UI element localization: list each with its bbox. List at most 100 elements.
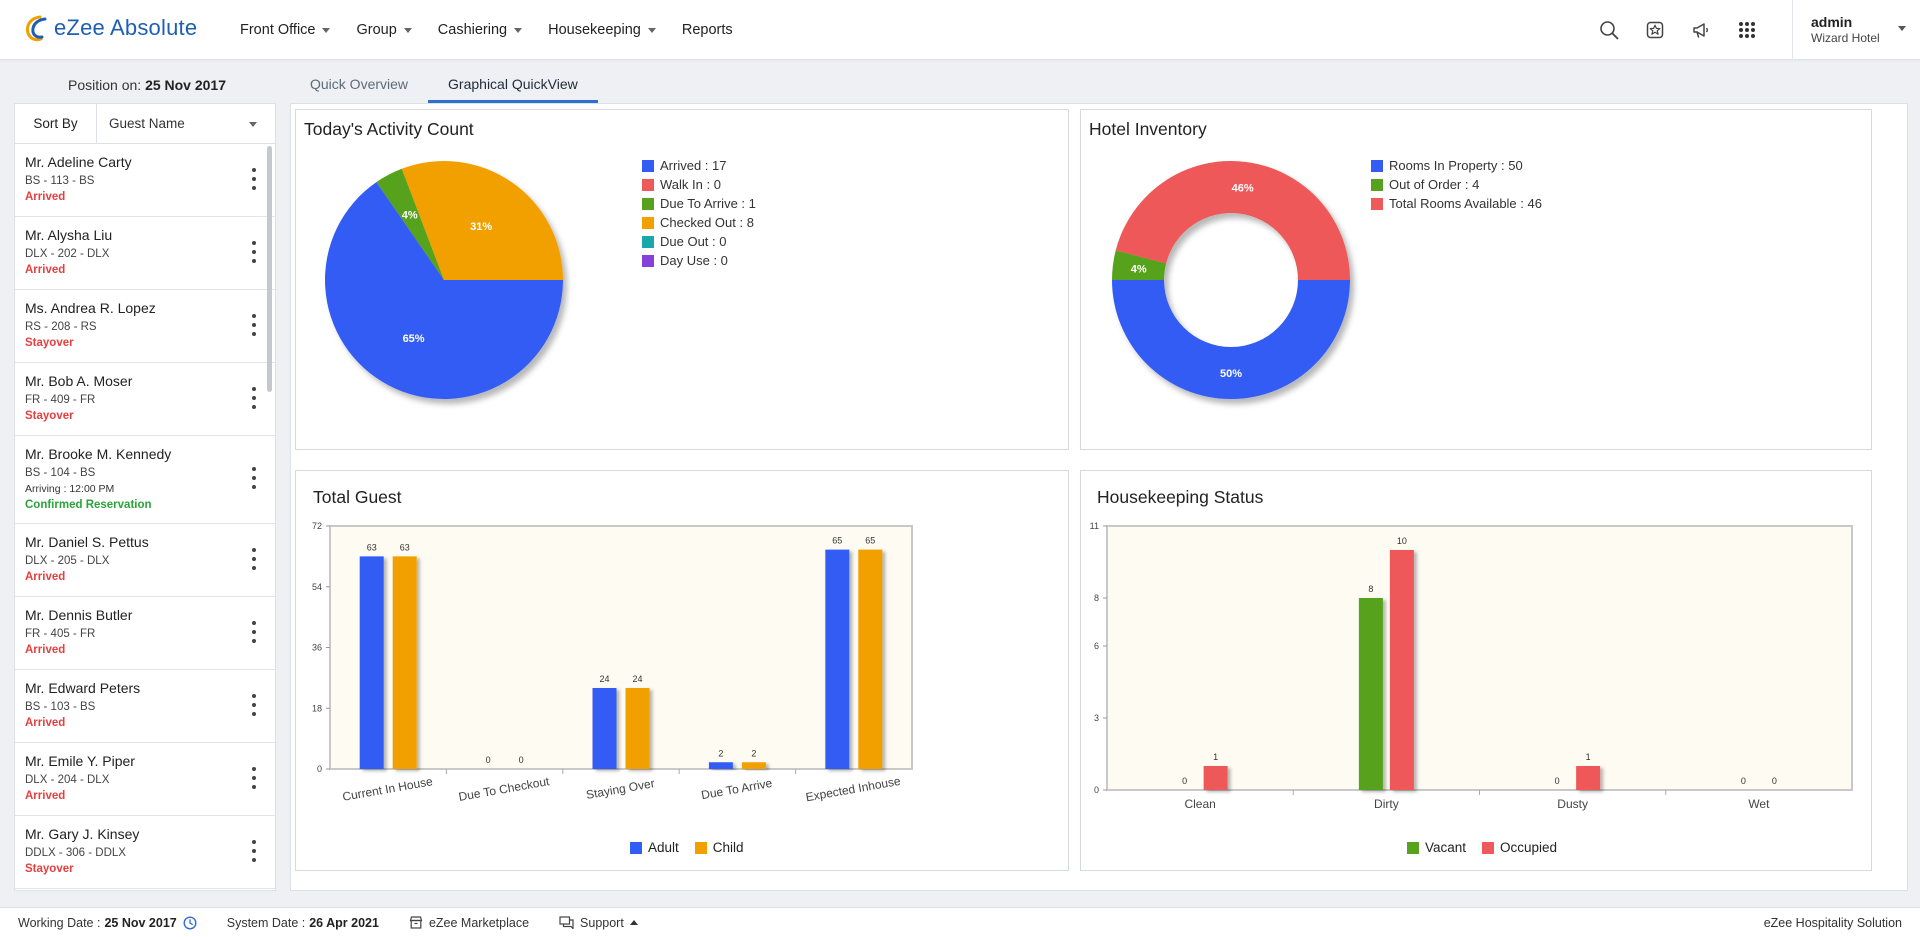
legend-item[interactable]: Child xyxy=(694,838,744,857)
nav-cashiering[interactable]: Cashiering xyxy=(438,22,523,38)
pie-slice-checked-out[interactable] xyxy=(401,161,563,280)
more-options-icon[interactable] xyxy=(251,767,257,789)
guest-status: Arrived xyxy=(25,644,66,656)
legend-item[interactable]: Occupied xyxy=(1482,838,1557,857)
kebab-dot xyxy=(252,776,256,780)
more-options-icon[interactable] xyxy=(251,840,257,862)
bar-child-due-to-arrive[interactable] xyxy=(741,762,766,769)
sort-by-select[interactable]: Guest Name xyxy=(97,104,275,143)
bar-adult-current-in-house[interactable] xyxy=(359,556,384,769)
guest-list-item[interactable]: Mr. Brooke M. Kennedy BS - 104 - BS Arrivi… xyxy=(15,436,275,524)
pie-slice-out-of-order[interactable] xyxy=(1112,250,1167,280)
legend-item[interactable]: Walk In : 0 xyxy=(642,175,756,194)
pie-data-label: 50% xyxy=(1220,368,1242,380)
guest-list-item[interactable]: Ms. Andrea R. Lopez RS - 208 - RS Stayover xyxy=(15,290,275,363)
system-date: System Date : 26 Apr 2021 xyxy=(227,916,379,930)
nav-housekeeping[interactable]: Housekeeping xyxy=(548,22,656,38)
more-options-icon[interactable] xyxy=(251,621,257,643)
legend-swatch xyxy=(694,841,707,854)
guest-name: Mr. Alysha Liu xyxy=(25,227,113,243)
support-link[interactable]: Support xyxy=(559,916,638,930)
star-badge-icon[interactable] xyxy=(1632,0,1678,60)
sidebar-scrollbar[interactable] xyxy=(267,146,272,392)
user-menu[interactable]: admin Wizard Hotel xyxy=(1792,0,1920,60)
pie-slice-arrived[interactable] xyxy=(325,182,563,399)
y-tick-label: 6 xyxy=(1094,641,1099,651)
legend-item[interactable]: Due Out : 0 xyxy=(642,232,756,251)
more-options-icon[interactable] xyxy=(251,548,257,570)
nav-reports[interactable]: Reports xyxy=(682,22,733,38)
kebab-dot xyxy=(252,785,256,789)
guest-list-item[interactable]: Mr. Daniel S. Pettus DLX - 205 - DLX Arriv… xyxy=(15,524,275,597)
guest-status: Arrived xyxy=(25,571,66,583)
chevron-down-icon xyxy=(322,27,331,33)
legend-swatch xyxy=(1482,841,1495,854)
kebab-dot xyxy=(252,858,256,862)
guest-list-item[interactable]: Mr. Emile Y. Piper DLX - 204 - DLX Arrived xyxy=(15,743,275,816)
kebab-dot xyxy=(252,621,256,625)
tab-graphical-quickview[interactable]: Graphical QuickView xyxy=(428,68,598,103)
guest-list-item[interactable]: Mr. Gary J. Kinsey DDLX - 306 - DDLX Stayo… xyxy=(15,816,275,889)
top-navbar: eZee Absolute Front Office Group Cashierin… xyxy=(0,0,1920,60)
pie-slice-rooms-in-property[interactable] xyxy=(1112,280,1350,399)
bar-adult-due-to-arrive[interactable] xyxy=(708,762,733,769)
clock-icon[interactable] xyxy=(183,915,197,930)
legend-item[interactable]: Vacant xyxy=(1407,838,1466,857)
more-options-icon[interactable] xyxy=(251,241,257,263)
housekeeping-bar-chart: 11 8 6 3 0 0 1 Clean 8 10 Dirty 0 1 Dusty 0 0 Wet xyxy=(1090,521,1853,811)
guest-list-item[interactable]: Mr. Dennis Butler FR - 405 - FR Arrived xyxy=(15,597,275,670)
pie-slice-due-to-arrive[interactable] xyxy=(376,168,444,280)
legend-item[interactable]: Adult xyxy=(630,838,679,857)
legend-item[interactable]: Arrived : 17 xyxy=(642,156,756,175)
bar-adult-staying-over[interactable] xyxy=(592,688,617,769)
y-tick-label: 36 xyxy=(312,643,322,653)
megaphone-icon[interactable] xyxy=(1678,0,1724,60)
guest-list-item[interactable]: Mr. Adeline Carty BS - 113 - BS Arrived xyxy=(15,144,275,217)
legend-item[interactable]: Out of Order : 4 xyxy=(1371,175,1542,194)
bar-data-label: 0 xyxy=(519,755,524,765)
kebab-dot xyxy=(252,396,256,400)
more-options-icon[interactable] xyxy=(251,168,257,190)
guest-list-item[interactable]: Mr. Alysha Liu DLX - 202 - DLX Arrived xyxy=(15,217,275,290)
legend-item[interactable]: Checked Out : 8 xyxy=(642,213,756,232)
guest-list-item[interactable]: Mr. Edward Peters BS - 103 - BS Arrived xyxy=(15,670,275,743)
search-icon[interactable] xyxy=(1586,0,1632,60)
bar-occupied-clean[interactable] xyxy=(1203,766,1228,790)
tab-quick-overview[interactable]: Quick Overview xyxy=(310,76,409,92)
bar-data-label: 0 xyxy=(1182,776,1187,786)
kebab-dot xyxy=(252,639,256,643)
kebab-dot xyxy=(252,694,256,698)
guest-room: FR - 409 - FR xyxy=(25,394,96,406)
legend-item[interactable]: Total Rooms Available : 46 xyxy=(1371,194,1542,213)
guest-name: Mr. Gary J. Kinsey xyxy=(25,826,140,842)
guest-status: Arrived xyxy=(25,790,66,802)
nav-front-office[interactable]: Front Office xyxy=(240,22,331,38)
legend-item[interactable]: Rooms In Property : 50 xyxy=(1371,156,1542,175)
legend-item[interactable]: Day Use : 0 xyxy=(642,251,756,270)
bar-child-current-in-house[interactable] xyxy=(392,556,417,769)
marketplace-link[interactable]: eZee Marketplace xyxy=(409,916,529,930)
bar-child-expected-inhouse[interactable] xyxy=(858,549,883,769)
bar-occupied-dusty[interactable] xyxy=(1576,766,1601,790)
kebab-dot xyxy=(252,250,256,254)
more-options-icon[interactable] xyxy=(251,694,257,716)
pie-slice-total-rooms-available[interactable] xyxy=(1115,161,1350,280)
legend-item[interactable]: Due To Arrive : 1 xyxy=(642,194,756,213)
more-options-icon[interactable] xyxy=(251,314,257,336)
more-options-icon[interactable] xyxy=(251,467,257,489)
position-date-value: 25 Nov 2017 xyxy=(145,77,227,93)
app-logo[interactable]: eZee Absolute xyxy=(24,14,197,42)
bar-child-staying-over[interactable] xyxy=(625,688,650,769)
guest-list-item[interactable]: Mr. Bob A. Moser FR - 409 - FR Stayover xyxy=(15,363,275,436)
bar-vacant-dirty[interactable] xyxy=(1358,598,1383,790)
more-options-icon[interactable] xyxy=(251,387,257,409)
bar-occupied-dirty[interactable] xyxy=(1389,550,1414,790)
bar-adult-expected-inhouse[interactable] xyxy=(825,549,850,769)
legend-swatch xyxy=(1371,159,1383,172)
y-tick-label: 3 xyxy=(1094,713,1099,723)
apps-grid-icon[interactable] xyxy=(1724,0,1770,60)
nav-label: Group xyxy=(356,22,397,38)
nav-label: Reports xyxy=(681,22,733,38)
nav-group[interactable]: Group xyxy=(356,22,412,38)
guest-room: FR - 405 - FR xyxy=(25,628,96,640)
